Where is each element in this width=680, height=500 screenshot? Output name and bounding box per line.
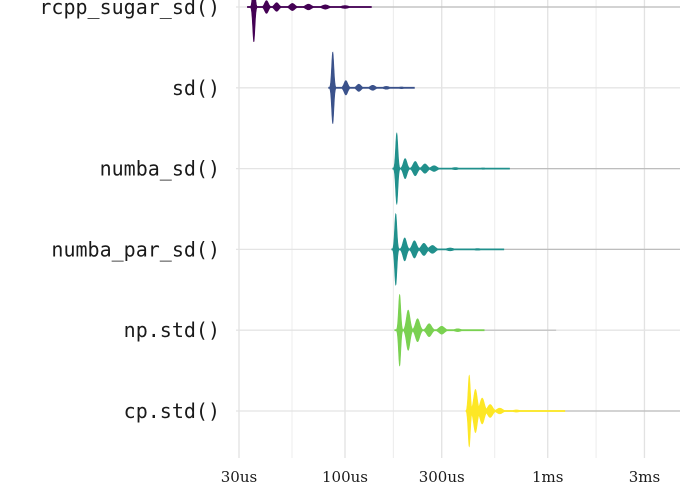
x-tick-label: 300us: [419, 468, 465, 486]
y-tick-label: rcpp_sugar_sd(): [39, 0, 220, 19]
x-axis-labels: 30us 100us 300us 1ms 3ms: [221, 468, 660, 486]
violin-np-std: [394, 294, 557, 367]
y-tick-label: cp.std(): [124, 399, 220, 423]
violin-numba-par-sd: [391, 212, 680, 286]
violin-body: [247, 0, 372, 42]
minor-gridlines: [291, 0, 597, 458]
x-tick-label: 30us: [221, 468, 257, 486]
y-axis-labels: rcpp_sugar_sd() sd() numba_sd() numba_par_s…: [39, 0, 220, 423]
y-tick-label: numba_par_sd(): [51, 237, 220, 261]
violins: [247, 0, 680, 448]
y-tick-label: numba_sd(): [100, 157, 220, 181]
y-tick-label: np.std(): [124, 318, 220, 342]
violin-numba-sd: [392, 132, 680, 205]
violin-cp-std: [465, 374, 680, 448]
violin-sd: [328, 51, 415, 124]
y-tick-label: sd(): [172, 76, 220, 100]
violin-body: [328, 51, 415, 124]
x-tick-label: 1ms: [532, 468, 563, 486]
violin-body: [465, 374, 566, 448]
x-tick-label: 3ms: [629, 468, 660, 486]
x-tick-label: 100us: [322, 468, 368, 486]
violin-rcpp-sugar-sd: [247, 0, 680, 42]
violin-body: [392, 132, 510, 205]
major-gridlines: [236, 0, 680, 458]
violin-body: [394, 294, 485, 367]
violin-body: [391, 212, 505, 286]
